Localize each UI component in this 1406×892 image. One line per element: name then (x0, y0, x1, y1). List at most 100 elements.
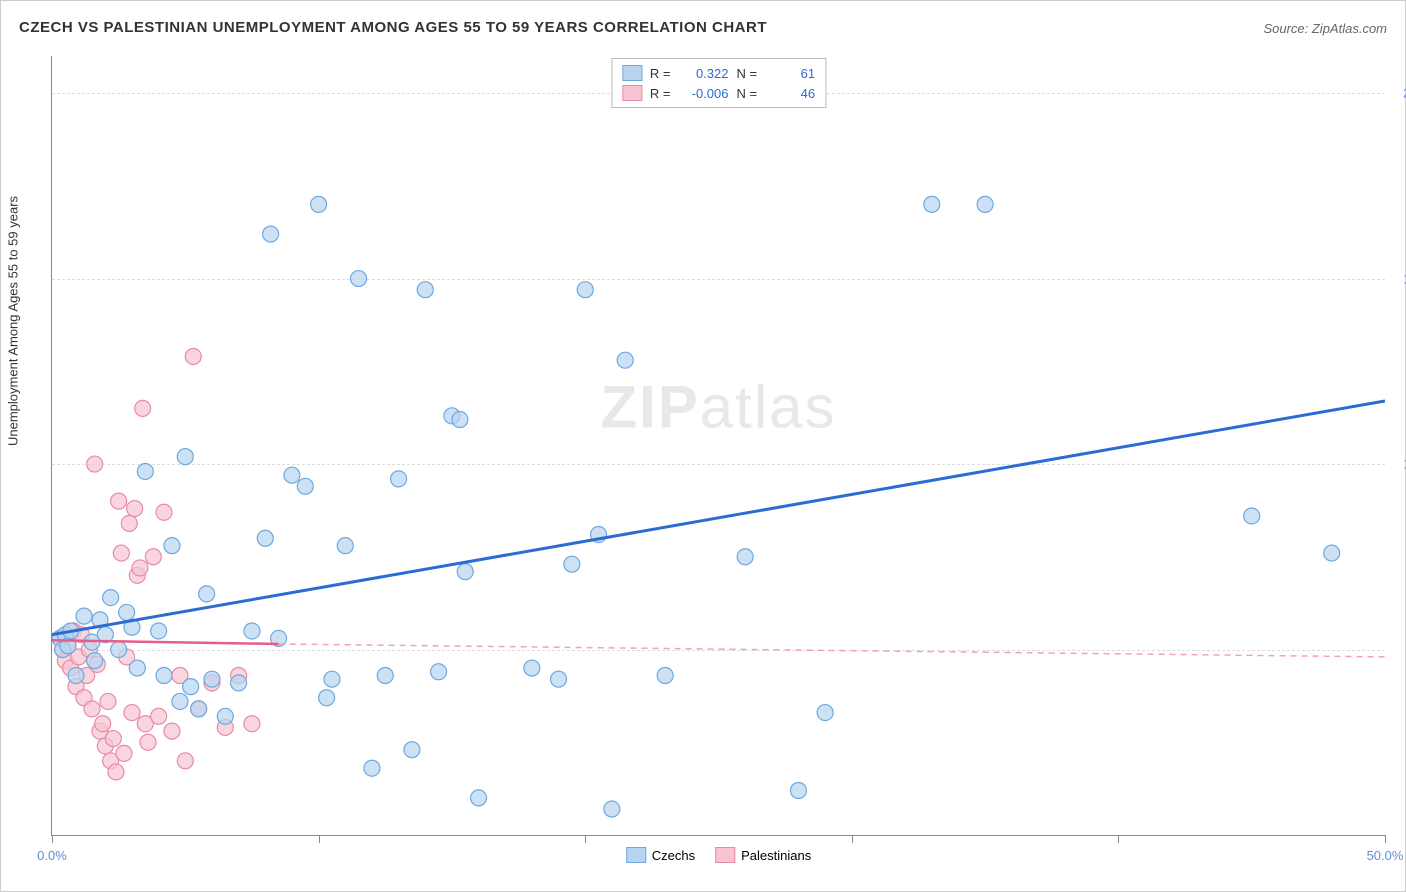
scatter-point (657, 667, 673, 683)
scatter-point (108, 764, 124, 780)
scatter-point (319, 690, 335, 706)
scatter-point (604, 801, 620, 817)
scatter-point (377, 667, 393, 683)
y-axis-label: Unemployment Among Ages 55 to 59 years (6, 196, 21, 446)
legend-swatch-palestinians (622, 85, 642, 101)
scatter-point (119, 604, 135, 620)
legend-series: Czechs Palestinians (626, 847, 811, 863)
scatter-point (129, 660, 145, 676)
scatter-point (431, 664, 447, 680)
scatter-point (790, 782, 806, 798)
scatter-point (297, 478, 313, 494)
legend-row-palestinians: R = -0.006 N = 46 (622, 83, 815, 103)
scatter-point (452, 412, 468, 428)
scatter-point (95, 716, 111, 732)
legend-row-czechs: R = 0.322 N = 61 (622, 63, 815, 83)
scatter-point (457, 564, 473, 580)
scatter-point (127, 501, 143, 517)
scatter-point (177, 449, 193, 465)
scatter-point (156, 504, 172, 520)
scatter-point (68, 667, 84, 683)
scatter-point (311, 196, 327, 212)
scatter-point (391, 471, 407, 487)
legend-swatch-palestinians-bottom (715, 847, 735, 863)
scatter-point (185, 348, 201, 364)
scatter-point (204, 671, 220, 687)
legend-item-palestinians: Palestinians (715, 847, 811, 863)
scatter-point (364, 760, 380, 776)
scatter-point (244, 623, 260, 639)
x-tick (1385, 835, 1386, 843)
scatter-point (1244, 508, 1260, 524)
scatter-point (551, 671, 567, 687)
x-tick (585, 835, 586, 843)
scatter-plot-svg (52, 56, 1385, 835)
scatter-point (87, 456, 103, 472)
scatter-point (111, 642, 127, 658)
scatter-point (217, 708, 233, 724)
scatter-point (817, 705, 833, 721)
scatter-point (164, 723, 180, 739)
scatter-point (113, 545, 129, 561)
chart-title: CZECH VS PALESTINIAN UNEMPLOYMENT AMONG … (19, 19, 767, 36)
legend-correlation: R = 0.322 N = 61 R = -0.006 N = 46 (611, 58, 826, 108)
scatter-point (111, 493, 127, 509)
scatter-point (577, 282, 593, 298)
legend-label-czechs: Czechs (652, 848, 695, 863)
scatter-point (417, 282, 433, 298)
legend-swatch-czechs (622, 65, 642, 81)
scatter-point (231, 675, 247, 691)
scatter-point (924, 196, 940, 212)
scatter-point (183, 679, 199, 695)
x-tick-label: 50.0% (1367, 848, 1404, 863)
y-tick-label: 10.0% (1390, 457, 1406, 472)
scatter-point (84, 701, 100, 717)
scatter-point (116, 745, 132, 761)
n-label: N = (737, 66, 758, 81)
scatter-point (617, 352, 633, 368)
scatter-point (564, 556, 580, 572)
y-tick-label: 5.0% (1390, 642, 1406, 657)
legend-swatch-czechs-bottom (626, 847, 646, 863)
scatter-point (199, 586, 215, 602)
r-value-czechs: 0.322 (679, 66, 729, 81)
scatter-point (404, 742, 420, 758)
scatter-point (337, 538, 353, 554)
scatter-point (172, 693, 188, 709)
scatter-point (124, 705, 140, 721)
scatter-point (351, 271, 367, 287)
scatter-point (87, 653, 103, 669)
scatter-point (977, 196, 993, 212)
x-tick (852, 835, 853, 843)
n-label: N = (737, 86, 758, 101)
x-tick (1118, 835, 1119, 843)
scatter-point (263, 226, 279, 242)
scatter-point (471, 790, 487, 806)
scatter-point (257, 530, 273, 546)
trend-line (52, 401, 1385, 635)
y-tick-label: 20.0% (1390, 86, 1406, 101)
scatter-point (103, 590, 119, 606)
legend-label-palestinians: Palestinians (741, 848, 811, 863)
trend-line-extrapolated (279, 644, 1385, 657)
source-label: Source: ZipAtlas.com (1263, 21, 1387, 36)
scatter-point (145, 549, 161, 565)
scatter-point (76, 608, 92, 624)
scatter-point (191, 701, 207, 717)
n-value-czechs: 61 (765, 66, 815, 81)
scatter-point (140, 734, 156, 750)
scatter-point (164, 538, 180, 554)
scatter-point (105, 731, 121, 747)
chart-container: CZECH VS PALESTINIAN UNEMPLOYMENT AMONG … (0, 0, 1406, 892)
scatter-point (151, 623, 167, 639)
scatter-point (137, 463, 153, 479)
scatter-point (132, 560, 148, 576)
scatter-point (177, 753, 193, 769)
r-label: R = (650, 86, 671, 101)
scatter-point (324, 671, 340, 687)
scatter-point (1324, 545, 1340, 561)
r-value-palestinians: -0.006 (679, 86, 729, 101)
plot-area: ZIPatlas R = 0.322 N = 61 R = -0.006 N =… (51, 56, 1385, 836)
scatter-point (737, 549, 753, 565)
x-tick-label: 0.0% (37, 848, 67, 863)
